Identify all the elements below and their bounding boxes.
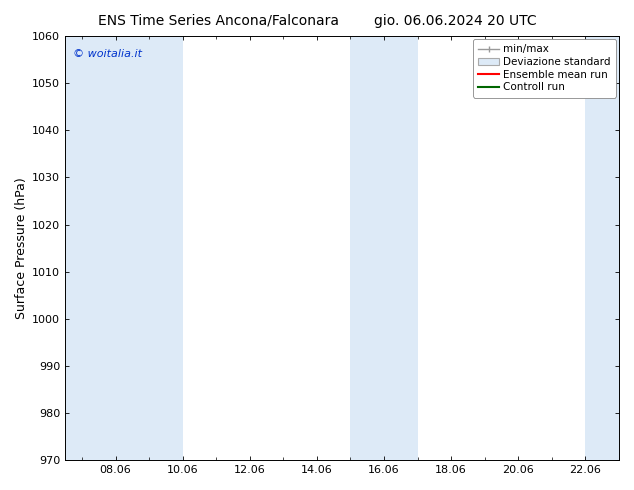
Bar [585, 36, 619, 460]
Text: ENS Time Series Ancona/Falconara        gio. 06.06.2024 20 UTC: ENS Time Series Ancona/Falconara gio. 06… [98, 14, 536, 28]
Y-axis label: Surface Pressure (hPa): Surface Pressure (hPa) [15, 177, 28, 319]
Legend: min/max, Deviazione standard, Ensemble mean run, Controll run: min/max, Deviazione standard, Ensemble m… [473, 39, 616, 98]
Bar [65, 36, 183, 460]
Text: © woitalia.it: © woitalia.it [74, 49, 143, 59]
Bar [351, 36, 418, 460]
